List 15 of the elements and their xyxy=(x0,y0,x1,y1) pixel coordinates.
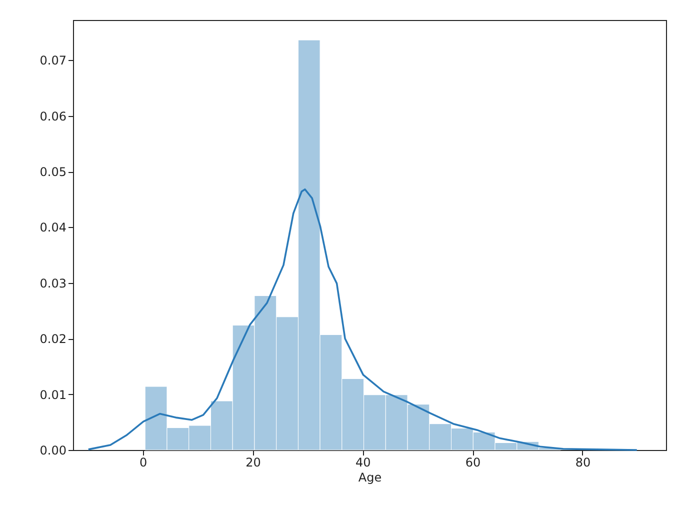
x-tick-label: 80 xyxy=(575,456,591,470)
y-tick-label: 0.02 xyxy=(40,332,66,346)
y-tick-label: 0.01 xyxy=(40,388,66,402)
y-tick-label: 0.03 xyxy=(40,276,66,290)
x-tick-label: 40 xyxy=(355,456,371,470)
x-tick-label: 60 xyxy=(465,456,481,470)
y-tick-label: 0.00 xyxy=(40,444,66,458)
x-tick-label: 20 xyxy=(246,456,261,470)
y-tick-label: 0.07 xyxy=(40,54,66,68)
y-tick-label: 0.05 xyxy=(40,165,66,180)
line-series xyxy=(87,188,638,451)
x-axis-title: Age xyxy=(358,470,382,484)
y-tick-label: 0.04 xyxy=(40,220,66,235)
y-tick-label: 0.06 xyxy=(40,109,66,124)
x-tick-label: 0 xyxy=(139,456,148,470)
